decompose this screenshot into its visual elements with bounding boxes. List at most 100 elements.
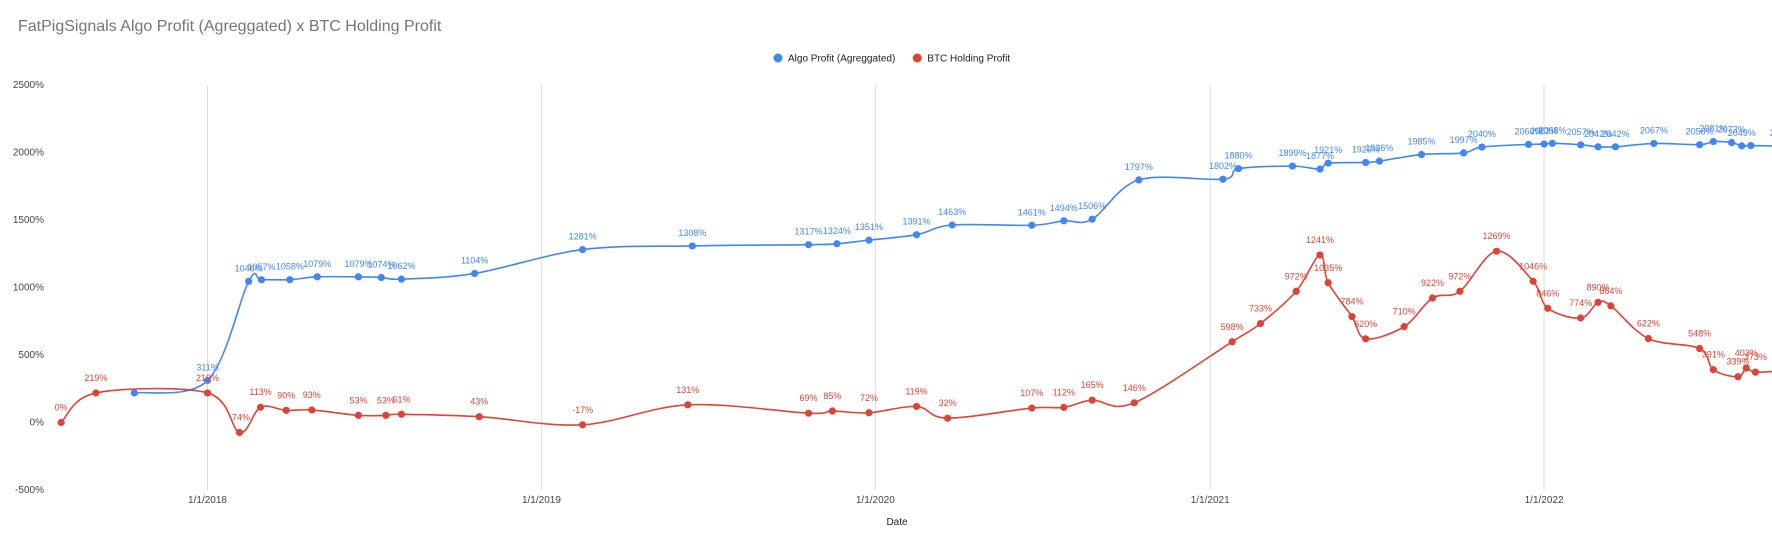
data-label: 373% bbox=[1744, 352, 1767, 362]
data-label: 2049% bbox=[1728, 128, 1756, 138]
data-labels: 311%1046%1057% 1058% 1079% 1079%1074%1062%1… bbox=[55, 124, 1772, 423]
algo-profit-point bbox=[203, 376, 212, 385]
data-label: 2081% bbox=[1699, 124, 1727, 134]
btc-holding-point bbox=[382, 411, 390, 419]
data-label: 146% bbox=[1123, 383, 1146, 393]
algo-profit-point bbox=[1540, 140, 1548, 148]
algo-profit-point bbox=[471, 269, 479, 278]
data-label: 339% bbox=[1727, 357, 1750, 367]
btc-holding-point bbox=[1607, 302, 1615, 310]
data-label: 1079% bbox=[303, 259, 331, 269]
data-label: 1046% bbox=[1519, 261, 1547, 271]
x-tick-label: 1/1/2022 bbox=[1525, 495, 1564, 506]
data-label: 1880% bbox=[1225, 151, 1253, 161]
data-label: 1997% bbox=[1450, 135, 1478, 145]
y-tick-label: 0% bbox=[30, 418, 45, 429]
data-label: 972% bbox=[1285, 271, 1308, 281]
data-label: 391% bbox=[1702, 350, 1725, 360]
btc-holding-point bbox=[828, 407, 836, 415]
algo-profit-point bbox=[912, 231, 921, 239]
data-label: 2062% bbox=[1530, 126, 1558, 136]
algo-profit-point bbox=[1135, 176, 1143, 184]
btc-holding-point bbox=[92, 389, 100, 397]
data-label: 1281% bbox=[569, 232, 597, 242]
btc-holding-point bbox=[912, 402, 921, 411]
algo-profit-point bbox=[1524, 140, 1533, 148]
data-label: -74% bbox=[229, 412, 250, 422]
legend-marker bbox=[773, 53, 783, 63]
btc-holding-point bbox=[1751, 368, 1760, 376]
data-label: 2047% bbox=[1770, 128, 1772, 138]
data-label: 1877% bbox=[1306, 151, 1334, 161]
algo-profit-point bbox=[1288, 162, 1297, 170]
data-label: 2060% bbox=[1515, 126, 1543, 136]
data-label: 2058% bbox=[1686, 127, 1714, 137]
btc-holding-point bbox=[1256, 319, 1265, 328]
algo-profit-point bbox=[1088, 215, 1096, 223]
algo-profit-point bbox=[1316, 165, 1324, 173]
algo-profit-point bbox=[1478, 143, 1486, 151]
algo-profit-point bbox=[1709, 137, 1717, 146]
data-label: 43% bbox=[470, 397, 488, 407]
data-label: 90% bbox=[277, 390, 295, 400]
algo-profit-point bbox=[1747, 142, 1755, 150]
data-label: 93% bbox=[303, 390, 321, 400]
y-tick-label: 500% bbox=[18, 350, 44, 361]
data-label: 311% bbox=[196, 363, 218, 373]
data-label: 1463% bbox=[938, 207, 966, 217]
data-label: 1074% bbox=[367, 260, 395, 270]
data-label: 622% bbox=[1637, 319, 1660, 329]
data-label: 85% bbox=[823, 391, 841, 401]
algo-profit-point bbox=[245, 277, 253, 285]
algo-profit-point bbox=[1696, 141, 1704, 149]
btc-holding-point bbox=[1088, 396, 1096, 404]
data-label: 2057% bbox=[1567, 127, 1595, 137]
data-label: 1241% bbox=[1306, 235, 1334, 245]
algo-profit-point bbox=[354, 273, 363, 281]
btc-holding-point bbox=[1028, 404, 1036, 412]
y-tick-label: 1500% bbox=[13, 215, 44, 226]
data-label: 922% bbox=[1421, 278, 1444, 288]
data-label: 1035% bbox=[1314, 263, 1342, 273]
btc-holding-point bbox=[804, 409, 813, 417]
data-label: 107% bbox=[1020, 388, 1043, 398]
data-label: 1936% bbox=[1365, 143, 1393, 153]
data-label: 733% bbox=[1249, 304, 1272, 314]
data-label: 864% bbox=[1599, 286, 1622, 296]
btc-holding-point bbox=[1324, 279, 1332, 287]
data-label: 846% bbox=[1536, 288, 1559, 298]
data-label: 72% bbox=[860, 393, 878, 403]
algo-profit-point bbox=[286, 276, 294, 284]
data-label: 0% bbox=[55, 403, 68, 413]
data-label: 2040% bbox=[1468, 129, 1496, 139]
btc-holding-point bbox=[1529, 277, 1537, 285]
btc-holding-point bbox=[1456, 287, 1464, 295]
series bbox=[57, 137, 1772, 437]
algo-profit-point bbox=[1650, 139, 1658, 148]
data-label: 784% bbox=[1340, 297, 1363, 307]
data-label: 1391% bbox=[903, 217, 931, 227]
btc-holding-point bbox=[1316, 251, 1324, 259]
data-label: 710% bbox=[1393, 307, 1416, 317]
data-label: 1797% bbox=[1125, 162, 1153, 172]
btc-holding-point bbox=[1709, 366, 1717, 374]
data-label: 1269% bbox=[1483, 231, 1511, 241]
btc-holding-point bbox=[203, 389, 212, 397]
data-label: 2042% bbox=[1601, 129, 1629, 139]
legend: Algo Profit (Agreggated) BTC Holding Prof… bbox=[773, 53, 1010, 65]
data-label: 1308% bbox=[678, 228, 706, 238]
data-label: 53% bbox=[377, 395, 395, 405]
btc-holding-point bbox=[1348, 313, 1356, 321]
btc-holding-point bbox=[1400, 323, 1408, 331]
btc-holding-point bbox=[1292, 287, 1300, 295]
x-tick-label: 1/1/2020 bbox=[856, 495, 895, 506]
data-label: 69% bbox=[800, 393, 818, 403]
algo-profit-point bbox=[1060, 217, 1068, 225]
data-label: 1506% bbox=[1078, 201, 1106, 211]
data-label: 1351% bbox=[855, 222, 883, 232]
btc-holding-point bbox=[579, 421, 587, 429]
data-label: 53% bbox=[349, 395, 367, 405]
x-axis-title: Date bbox=[886, 517, 908, 528]
data-label: 1046% bbox=[235, 263, 263, 273]
data-label: 119% bbox=[905, 386, 927, 396]
